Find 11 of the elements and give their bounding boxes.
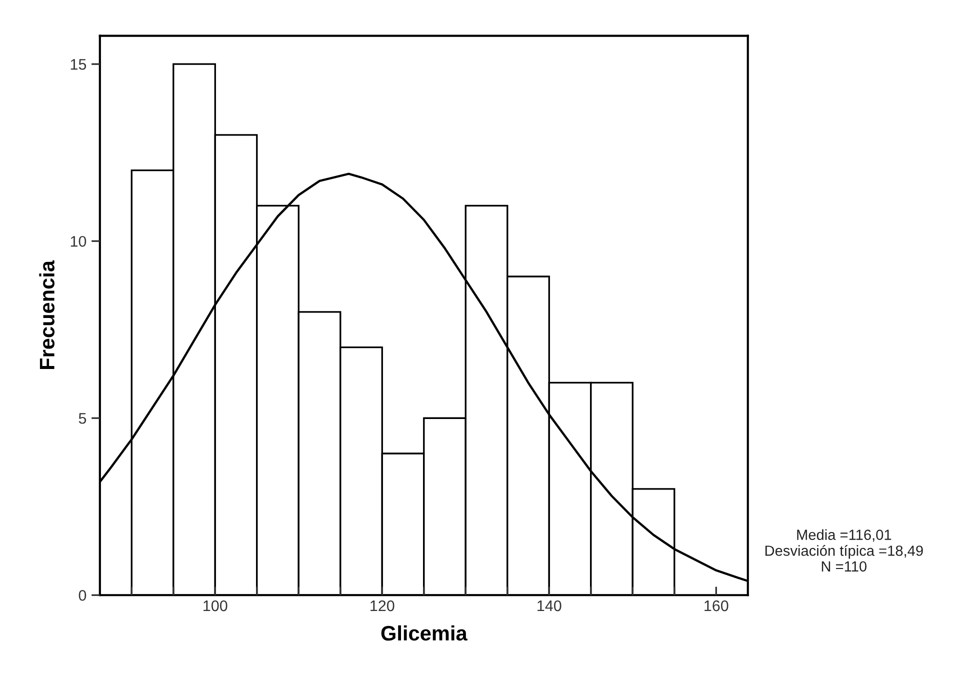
y-axis-title: Frecuencia xyxy=(39,260,54,370)
text: Media =116,01 Desviación típica =18,49 N =110 xyxy=(765,529,923,572)
y-tick-label: 0 xyxy=(78,590,86,601)
y-tick-label: 5 xyxy=(78,413,86,424)
x-tick-label: 120 xyxy=(370,600,394,612)
x-tick-label: 140 xyxy=(538,600,562,612)
x-tick-label: 100 xyxy=(204,600,228,612)
y-tick-label: 15 xyxy=(70,59,86,70)
y-tick-label: 10 xyxy=(70,236,86,247)
x-axis-title: Glicemia xyxy=(381,625,468,641)
x-tick-label: 160 xyxy=(704,600,728,612)
